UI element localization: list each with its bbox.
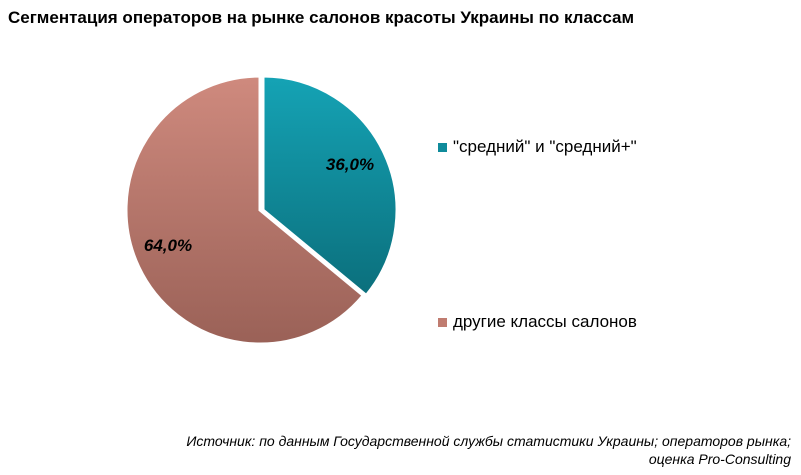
source-line-1: Источник: по данным Государственной служ… xyxy=(186,433,791,449)
source-line-2: оценка Pro-Consulting xyxy=(648,451,791,467)
legend-label: "средний" и "средний+" xyxy=(453,137,637,156)
slice-value-label: 64,0% xyxy=(144,236,192,255)
source-note: Источник: по данным Государственной служ… xyxy=(186,432,791,468)
chart-title: Сегментация операторов на рынке салонов … xyxy=(8,8,635,27)
pie-slice xyxy=(124,74,366,346)
legend-swatch xyxy=(438,142,447,152)
pie-slice xyxy=(261,74,399,298)
legend-swatch xyxy=(438,317,447,327)
legend-item-1: другие классы салонов xyxy=(438,312,637,332)
legend-label: другие классы салонов xyxy=(453,312,637,331)
legend-item-0: "средний" и "средний+" xyxy=(438,137,637,157)
slice-value-label: 36,0% xyxy=(326,155,374,174)
